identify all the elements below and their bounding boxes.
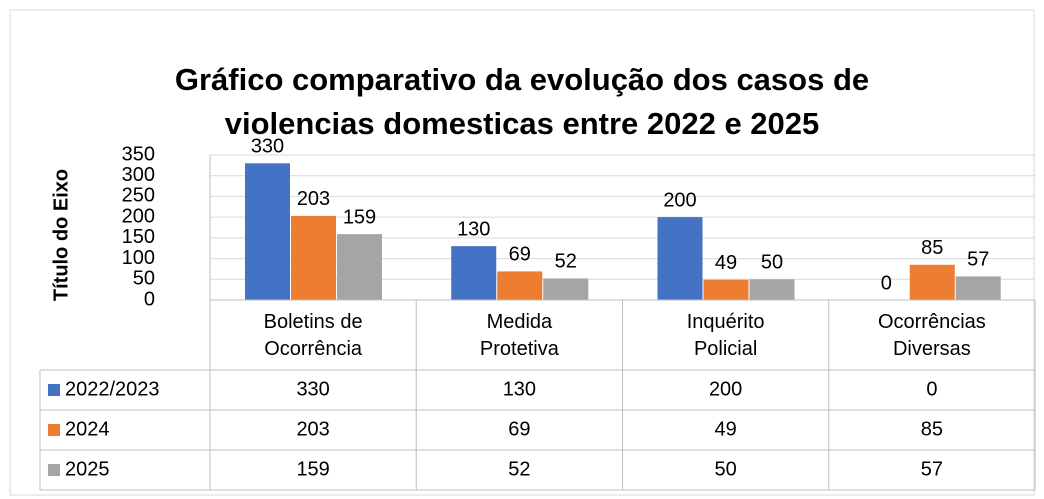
table-value: 159 (296, 458, 329, 480)
value-label: 330 (251, 136, 284, 158)
table-value: 130 (503, 378, 536, 400)
value-label: 49 (715, 252, 737, 274)
value-label: 69 (509, 244, 531, 266)
table-value: 0 (926, 378, 937, 400)
bar (749, 279, 795, 300)
table-value: 200 (709, 378, 742, 400)
x-tick-label: Ocorrências Diversas (877, 311, 986, 360)
table-value: 203 (296, 418, 329, 440)
value-label: 57 (967, 249, 989, 271)
table-value: 85 (921, 418, 943, 440)
bar (909, 264, 955, 300)
legend-swatch (48, 464, 60, 476)
chart-title: Gráfico comparativo da evolução dos caso… (174, 62, 870, 141)
legend-swatch (48, 424, 60, 436)
y-tick-label: 150 (122, 226, 155, 248)
legend-label: 2025 (65, 458, 110, 480)
legend-label: 2022/2023 (65, 378, 160, 400)
table-value: 49 (715, 418, 737, 440)
table-value: 50 (715, 458, 737, 480)
value-label: 85 (921, 237, 943, 259)
y-tick-label: 0 (144, 288, 155, 310)
x-tick-label: Medida Protetiva (479, 311, 559, 360)
legend-label: 2024 (65, 418, 110, 440)
value-label: 130 (457, 218, 490, 240)
value-label: 0 (881, 272, 892, 294)
bar (291, 215, 336, 300)
y-tick-label: 300 (122, 164, 155, 186)
y-axis-title: Título do Eixo (50, 169, 72, 301)
y-tick-label: 250 (122, 185, 155, 207)
bar (657, 217, 703, 300)
value-label: 203 (297, 188, 330, 210)
table-value: 57 (921, 458, 943, 480)
y-tick-label: 50 (133, 268, 155, 290)
bar (703, 279, 749, 300)
table-value: 52 (508, 458, 530, 480)
bar (245, 163, 290, 300)
table-value: 69 (508, 418, 530, 440)
bar (337, 234, 382, 300)
y-tick-label: 100 (122, 247, 155, 269)
legend-swatch (48, 384, 60, 396)
x-tick-label: Inquérito Policial (686, 311, 765, 360)
value-label: 200 (663, 189, 696, 211)
bar (451, 246, 497, 300)
value-label: 50 (761, 252, 783, 274)
y-tick-label: 350 (122, 143, 155, 165)
bar (543, 278, 589, 300)
chart-border (9, 9, 1035, 496)
bar (955, 276, 1001, 300)
x-tick-label: Boletins de Ocorrência (263, 311, 363, 360)
table-value: 330 (296, 378, 329, 400)
y-tick-label: 200 (122, 205, 155, 227)
value-label: 52 (555, 251, 577, 273)
value-label: 159 (343, 206, 376, 228)
bar (497, 271, 543, 300)
